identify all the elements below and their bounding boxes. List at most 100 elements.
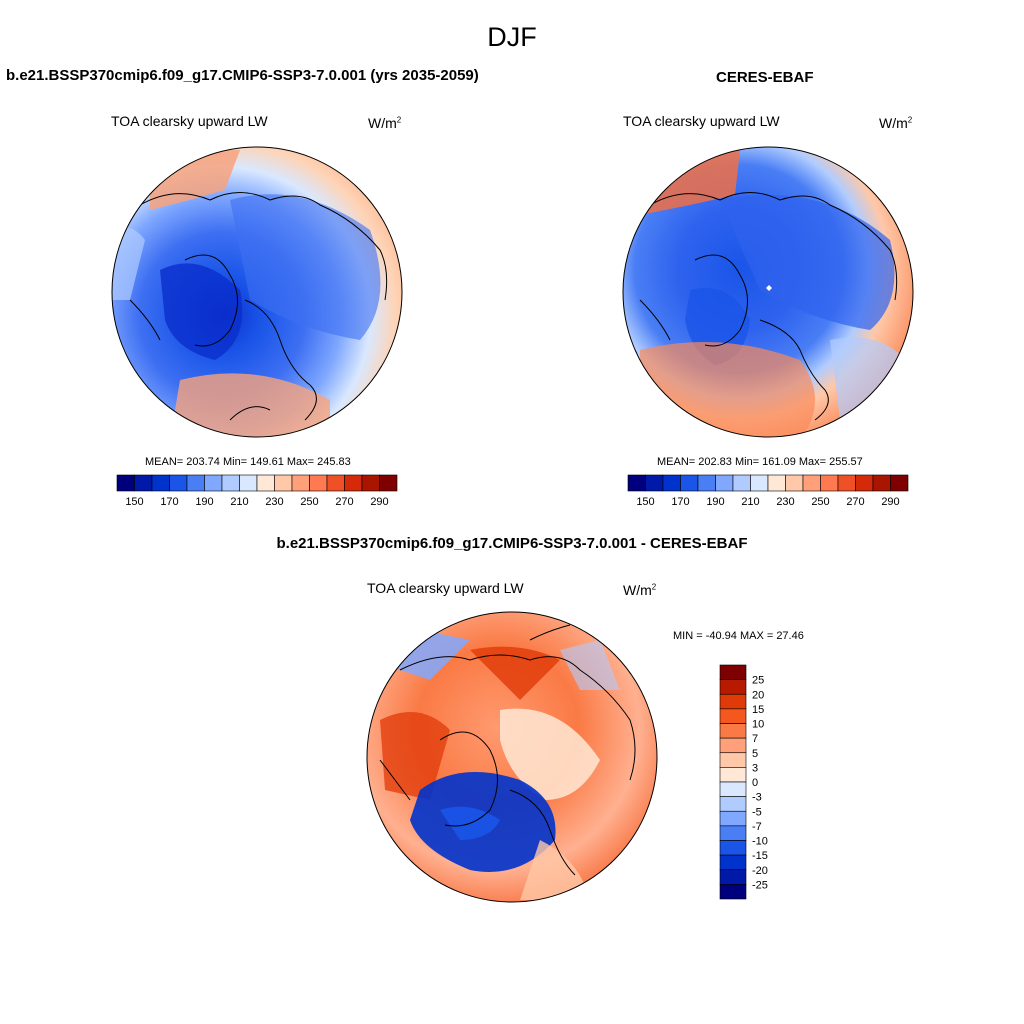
panel2-variable-label: TOA clearsky upward LW bbox=[623, 113, 780, 129]
panel1-stats: MEAN= 203.74 Min= 149.61 Max= 245.83 bbox=[145, 456, 351, 468]
panel2-colorbar-swatch bbox=[767, 474, 786, 492]
panel2-colorbar-swatch bbox=[680, 474, 699, 492]
panel2-colorbar-swatch bbox=[785, 474, 804, 492]
panel3-case-title: b.e21.BSSP370cmip6.f09_g17.CMIP6-SSP3-7.… bbox=[276, 535, 748, 552]
panel1-colorbar-swatch bbox=[291, 474, 310, 492]
panel3-colorbar-tick-label: -3 bbox=[752, 792, 762, 804]
panel3-colorbar-swatch bbox=[719, 737, 747, 754]
panel1-colorbar-swatch bbox=[361, 474, 380, 492]
panel1-colorbar-tick-label: 230 bbox=[265, 496, 283, 508]
panel2-colorbar-swatch bbox=[645, 474, 664, 492]
panel2-colorbar-swatch bbox=[837, 474, 856, 492]
panel1-colorbar-swatch bbox=[169, 474, 188, 492]
panel2-colorbar-tick-label: 170 bbox=[671, 496, 689, 508]
panel2-colorbar-tick-label: 150 bbox=[636, 496, 654, 508]
panel1-case-title: b.e21.BSSP370cmip6.f09_g17.CMIP6-SSP3-7.… bbox=[6, 67, 479, 84]
panel3-colorbar-swatch bbox=[719, 884, 747, 900]
panel1-colorbar-swatch bbox=[344, 474, 363, 492]
panel1-colorbar-tick-label: 190 bbox=[195, 496, 213, 508]
panel2-colorbar-swatch bbox=[872, 474, 891, 492]
panel2-colorbar-swatch bbox=[750, 474, 769, 492]
panel2-colorbar-swatch bbox=[627, 474, 646, 492]
panel3-colorbar-swatch bbox=[719, 767, 747, 783]
panel2-colorbar-swatch bbox=[855, 474, 874, 492]
panel3-colorbar-tick-label: -15 bbox=[752, 850, 768, 862]
panel3-colorbar-tick-label: 10 bbox=[752, 719, 764, 731]
panel2-colorbar-swatch bbox=[890, 474, 909, 492]
panel2-colorbar-swatch bbox=[820, 474, 839, 492]
panel3-stats: MIN = -40.94 MAX = 27.46 bbox=[673, 630, 804, 642]
figure-title: DJF bbox=[487, 22, 537, 52]
panel1-colorbar-swatch bbox=[134, 474, 153, 492]
panel1-units: W/m2 bbox=[368, 115, 402, 131]
panel2-colorbar-swatch bbox=[802, 474, 821, 492]
panel1-colorbar-swatch bbox=[239, 474, 258, 492]
panel2-units: W/m2 bbox=[879, 115, 913, 131]
panel1-colorbar-tick-label: 170 bbox=[160, 496, 178, 508]
panel3-units: W/m2 bbox=[623, 582, 657, 598]
panel2-colorbar-swatch bbox=[732, 474, 751, 492]
panel2-colorbar-swatch bbox=[697, 474, 716, 492]
panel2-colorbar bbox=[627, 474, 909, 492]
panel2-colorbar-tick-label: 270 bbox=[846, 496, 864, 508]
panel3-variable-label: TOA clearsky upward LW bbox=[367, 580, 524, 596]
panel3-colorbar-swatch bbox=[719, 810, 747, 827]
panel3-colorbar-tick-label: 5 bbox=[752, 748, 758, 760]
panel3-colorbar-swatch bbox=[719, 781, 747, 797]
panel3-colorbar-tick-label: -20 bbox=[752, 865, 768, 877]
panel3-colorbar-tick-label: -5 bbox=[752, 806, 762, 818]
panel1-colorbar-swatch bbox=[151, 474, 170, 492]
panel3-polar-map bbox=[366, 611, 658, 903]
panel1-colorbar-swatch bbox=[379, 474, 398, 492]
panel1-colorbar-tick-label: 270 bbox=[335, 496, 353, 508]
panel3-colorbar-swatch bbox=[719, 854, 747, 871]
panel2-colorbar-tick-label: 230 bbox=[776, 496, 794, 508]
panel3-colorbar-swatch bbox=[719, 679, 747, 695]
panel3-colorbar-tick-label: 7 bbox=[752, 733, 758, 745]
panel1-colorbar-swatch bbox=[186, 474, 205, 492]
panel1-colorbar-labels: 150 170 190 210 230 250 270 290 bbox=[125, 496, 388, 508]
panel3-colorbar-swatch bbox=[719, 840, 747, 856]
panel1-colorbar-swatch bbox=[221, 474, 240, 492]
panel2-colorbar-tick-label: 250 bbox=[811, 496, 829, 508]
panel3-colorbar-swatch bbox=[719, 825, 747, 841]
panel2-case-title: CERES-EBAF bbox=[716, 69, 814, 86]
panel1-colorbar-swatch bbox=[204, 474, 223, 492]
panel1-colorbar-tick-label: 290 bbox=[370, 496, 388, 508]
panel2-colorbar-tick-label: 290 bbox=[881, 496, 899, 508]
panel3-colorbar bbox=[719, 664, 747, 900]
panel1-variable-label: TOA clearsky upward LW bbox=[111, 113, 268, 129]
panel1-colorbar-swatch bbox=[274, 474, 293, 492]
panel2-colorbar-swatch bbox=[715, 474, 734, 492]
panel1-colorbar-swatch bbox=[256, 474, 275, 492]
panel2-colorbar-swatch bbox=[662, 474, 681, 492]
panel3-colorbar-swatch bbox=[719, 869, 747, 885]
panel1-colorbar-tick-label: 210 bbox=[230, 496, 248, 508]
panel1-colorbar bbox=[116, 474, 398, 492]
panel3-colorbar-tick-label: 0 bbox=[752, 777, 758, 789]
panel3-colorbar-labels: 25 20 15 10 7 5 3 0 -3 -5 -7 -10 -15 -20 -25 bbox=[752, 675, 768, 892]
panel1-colorbar-tick-label: 150 bbox=[125, 496, 143, 508]
panel3-colorbar-tick-label: 25 bbox=[752, 675, 764, 687]
panel2-colorbar-tick-label: 210 bbox=[741, 496, 759, 508]
panel3-colorbar-tick-label: 20 bbox=[752, 689, 764, 701]
panel2-missing-data-mark bbox=[766, 285, 772, 291]
panel1-colorbar-tick-label: 250 bbox=[300, 496, 318, 508]
panel3-colorbar-swatch bbox=[719, 693, 747, 710]
panel2-polar-map bbox=[622, 146, 914, 438]
panel3-colorbar-swatch bbox=[719, 752, 747, 768]
panel3-colorbar-tick-label: -25 bbox=[752, 879, 768, 891]
panel1-colorbar-swatch bbox=[116, 474, 135, 492]
panel3-colorbar-tick-label: 15 bbox=[752, 704, 764, 716]
panel3-colorbar-tick-label: -10 bbox=[752, 836, 768, 848]
panel3-colorbar-swatch bbox=[719, 664, 747, 680]
panel1-colorbar-swatch bbox=[309, 474, 328, 492]
panel3-colorbar-tick-label: -7 bbox=[752, 821, 762, 833]
panel3-colorbar-tick-label: 3 bbox=[752, 762, 758, 774]
panel2-colorbar-labels: 150 170 190 210 230 250 270 290 bbox=[636, 496, 899, 508]
panel1-polar-map bbox=[111, 146, 403, 438]
panel3-colorbar-swatch bbox=[719, 723, 747, 739]
panel2-stats: MEAN= 202.83 Min= 161.09 Max= 255.57 bbox=[657, 456, 863, 468]
panel3-colorbar-swatch bbox=[719, 796, 747, 812]
